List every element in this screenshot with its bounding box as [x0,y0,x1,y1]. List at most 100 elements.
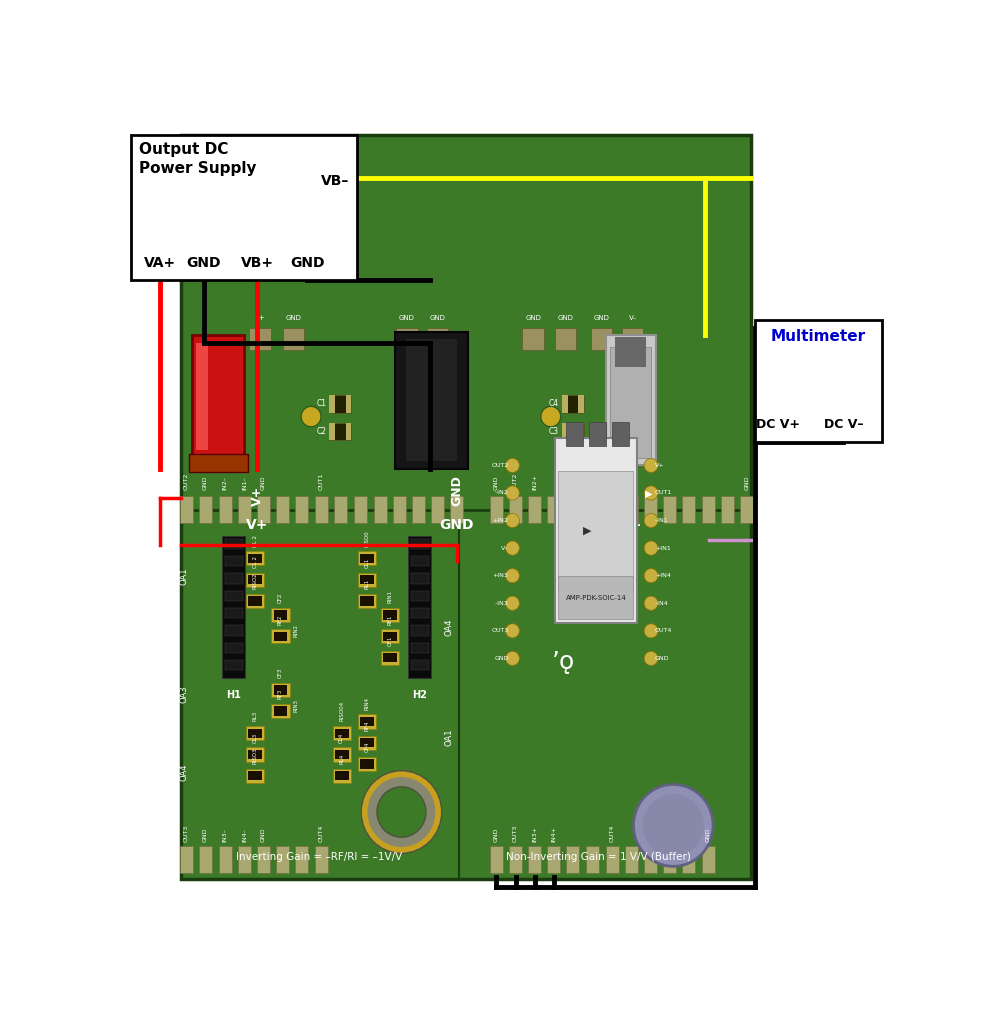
Text: RISO0: RISO0 [365,530,370,546]
Text: OUT2: OUT2 [513,473,518,490]
Circle shape [301,406,321,427]
Bar [663,846,676,873]
Text: GND: GND [706,828,711,842]
Bar [335,750,349,759]
Bar [490,846,503,873]
Text: OUT3: OUT3 [184,825,189,842]
Bar [529,496,541,523]
Bar [193,336,244,457]
Bar [740,496,753,523]
Bar [578,422,584,440]
Bar [509,496,522,523]
Bar [383,631,397,641]
Text: V+: V+ [246,518,269,532]
Text: GND: GND [655,656,670,661]
Bar [248,750,262,759]
Bar [224,539,243,549]
Text: OUT2: OUT2 [184,473,189,490]
Circle shape [644,624,658,638]
Text: RL1: RL1 [365,579,370,589]
Bar [246,551,265,566]
Bar [333,748,351,761]
Text: +IN3: +IN3 [493,573,509,578]
Text: RL 2: RL 2 [253,535,258,546]
Bar [396,327,418,350]
Bar [509,846,522,873]
Bar [246,573,265,587]
Circle shape [642,794,703,857]
Bar [644,846,657,873]
Text: OUT4: OUT4 [318,825,323,842]
Text: C4: C4 [549,399,559,408]
Bar [257,846,270,873]
Bar [224,608,243,618]
Text: V–: V– [501,545,509,550]
Bar [755,319,881,442]
Circle shape [506,652,520,666]
Bar [248,596,262,606]
Bar [329,395,335,412]
Text: GND: GND [203,476,207,490]
Text: IN3+: IN3+ [533,826,537,842]
Circle shape [644,652,658,666]
Text: CL4: CL4 [339,732,344,743]
Bar [431,496,444,523]
Circle shape [506,486,520,500]
Bar [274,685,288,695]
Bar [624,496,637,523]
Bar [181,135,751,879]
Bar [333,726,351,741]
Text: IN4–: IN4– [242,829,247,842]
Circle shape [644,569,658,583]
Bar [408,536,432,678]
Bar [606,496,618,523]
Bar [314,846,328,873]
Text: GND: GND [494,828,499,842]
Bar [224,642,243,653]
Text: RIN4: RIN4 [365,697,370,710]
Text: V–: V– [623,518,641,532]
Text: C1: C1 [316,399,326,408]
Bar [248,553,262,563]
Circle shape [644,486,658,500]
Text: RISO3: RISO3 [253,748,258,764]
Bar [248,728,262,738]
Circle shape [644,596,658,611]
Bar [180,846,193,873]
Bar [554,438,637,623]
Text: RIN3: RIN3 [293,699,298,712]
Bar [295,496,308,523]
Bar [523,327,543,350]
Bar [591,327,612,350]
Bar [358,714,376,728]
Bar [329,422,335,440]
Bar [554,327,576,350]
Bar [131,135,357,280]
Bar [490,496,503,523]
Bar [246,593,265,608]
Bar [277,496,289,523]
Text: CL 2: CL 2 [253,555,258,568]
Bar [329,422,351,440]
Bar [562,395,584,412]
Bar [529,846,541,873]
Text: Non-Inverting Gain = 1 V/V (Buffer): Non-Inverting Gain = 1 V/V (Buffer) [506,852,691,862]
Bar [314,496,328,523]
Text: OUT4: OUT4 [655,628,672,633]
Bar [360,738,373,748]
Bar [335,771,349,781]
Bar [274,631,288,641]
Bar [411,608,429,618]
Bar [335,728,349,738]
Text: RISO2: RISO2 [253,573,258,589]
Bar [411,590,429,601]
Bar [277,846,289,873]
Text: CF3: CF3 [278,668,283,678]
Text: H2: H2 [412,690,427,700]
Text: V+: V+ [655,463,664,468]
Bar [224,557,243,567]
Text: –IN3: –IN3 [495,601,509,606]
Text: GND: GND [286,315,301,321]
Text: VB+: VB+ [241,256,274,270]
Bar [358,593,376,608]
